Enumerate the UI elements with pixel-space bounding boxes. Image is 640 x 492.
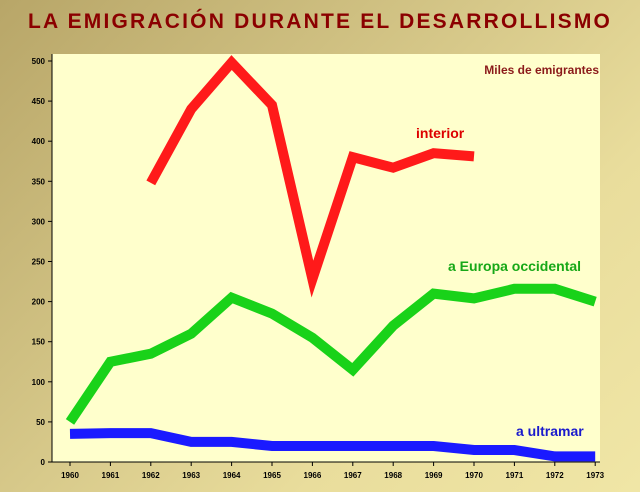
x-tick-label: 1961 xyxy=(102,471,120,480)
series-label-ultramar: a ultramar xyxy=(516,423,584,439)
series-layer xyxy=(65,55,597,462)
y-tick-label: 250 xyxy=(32,258,46,267)
series-line-europa xyxy=(65,283,597,425)
axes: 0 50 100 150 200 250 300 350 400 450 500 1960 1961 19… xyxy=(32,54,605,480)
chart-title: LA EMIGRACIÓN DURANTE EL DESARROLLISMO xyxy=(27,10,613,33)
y-tick-label: 50 xyxy=(36,418,45,427)
unit-label: Miles de emigrantes xyxy=(484,63,599,77)
series-line-ultramar xyxy=(69,428,596,462)
x-tick-label: 1964 xyxy=(223,471,241,480)
x-tick-label: 1968 xyxy=(384,471,402,480)
y-tick-label: 400 xyxy=(32,137,46,146)
x-tick-label: 1963 xyxy=(182,471,200,480)
x-tick-label: 1960 xyxy=(61,471,79,480)
series-label-europa: a Europa occidental xyxy=(448,258,581,274)
series-label-interior: interior xyxy=(416,125,465,141)
y-tick-label: 200 xyxy=(32,298,46,307)
y-tick-label: 450 xyxy=(32,97,46,106)
y-tick-label: 100 xyxy=(32,378,46,387)
plot-area xyxy=(52,54,600,462)
x-tick-label: 1971 xyxy=(506,471,524,480)
x-tick-label: 1972 xyxy=(546,471,564,480)
x-tick-label: 1969 xyxy=(425,471,443,480)
x-tick-label: 1965 xyxy=(263,471,281,480)
x-tick-label: 1967 xyxy=(344,471,362,480)
y-tick-label: 0 xyxy=(41,458,46,467)
x-tick-label: 1970 xyxy=(465,471,483,480)
labels-layer: interior a Europa occidental a ultramar Mil… xyxy=(416,63,599,439)
series-line-interior xyxy=(146,55,475,298)
x-tick-label: 1966 xyxy=(304,471,322,480)
x-tick-label: 1962 xyxy=(142,471,160,480)
y-tick-label: 150 xyxy=(32,338,46,347)
y-tick-label: 300 xyxy=(32,217,46,226)
y-tick-label: 500 xyxy=(32,57,46,66)
x-tick-label: 1973 xyxy=(586,471,604,480)
y-tick-label: 350 xyxy=(32,177,46,186)
